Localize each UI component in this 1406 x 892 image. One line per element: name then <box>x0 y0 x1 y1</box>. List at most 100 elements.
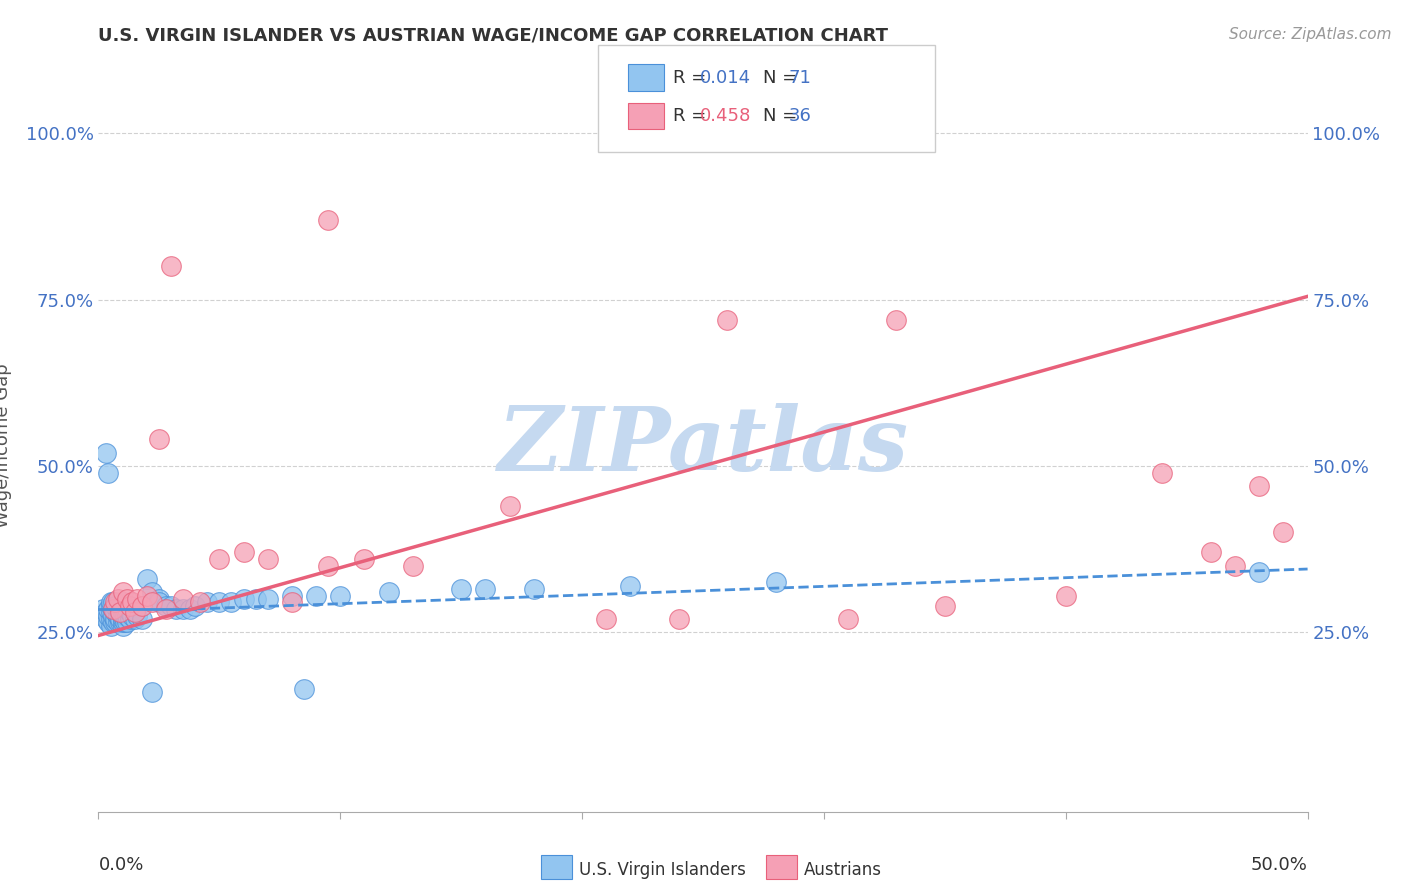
Point <box>172 602 194 616</box>
Point <box>127 608 149 623</box>
Point <box>256 591 278 606</box>
Text: R =: R = <box>673 107 713 125</box>
Point <box>141 585 163 599</box>
Point <box>117 608 139 623</box>
Point <box>1054 589 1077 603</box>
Point <box>94 605 117 619</box>
Text: Austrians: Austrians <box>804 861 882 879</box>
Text: 50.0%: 50.0% <box>1251 856 1308 874</box>
Point <box>934 599 956 613</box>
Point <box>111 595 134 609</box>
Point <box>111 618 134 632</box>
Point <box>94 445 117 459</box>
Point <box>172 591 194 606</box>
Point <box>131 612 153 626</box>
Point <box>329 589 352 603</box>
Text: Source: ZipAtlas.com: Source: ZipAtlas.com <box>1229 27 1392 42</box>
Point <box>121 595 143 609</box>
Point <box>765 575 787 590</box>
Point <box>91 602 114 616</box>
Point <box>208 552 231 566</box>
Point <box>1223 558 1246 573</box>
Point <box>195 595 218 609</box>
Point <box>148 591 170 606</box>
Point <box>595 612 617 626</box>
Point <box>523 582 546 596</box>
Point <box>97 602 120 616</box>
Point <box>111 605 134 619</box>
Text: 71: 71 <box>789 69 811 87</box>
Point <box>121 608 143 623</box>
Text: ZIPatlas: ZIPatlas <box>498 403 908 489</box>
Point <box>101 595 124 609</box>
Point <box>716 312 738 326</box>
Point <box>101 602 124 616</box>
Point <box>305 589 328 603</box>
Point <box>1249 479 1271 493</box>
Point <box>124 605 146 619</box>
Point <box>114 608 136 623</box>
Point <box>281 589 304 603</box>
Point <box>100 595 122 609</box>
Y-axis label: Wage/Income Gap: Wage/Income Gap <box>0 364 11 528</box>
Point <box>114 602 136 616</box>
Point <box>107 608 129 623</box>
Point <box>377 585 399 599</box>
Text: N =: N = <box>763 107 803 125</box>
Point <box>141 595 163 609</box>
Text: 0.0%: 0.0% <box>98 856 143 874</box>
Point <box>498 499 520 513</box>
Point <box>245 591 267 606</box>
Point <box>131 599 153 613</box>
Point <box>118 612 141 626</box>
Point <box>111 608 134 623</box>
Point <box>232 591 254 606</box>
Point <box>402 558 425 573</box>
Point <box>127 591 149 606</box>
Point <box>141 685 163 699</box>
Point <box>450 582 472 596</box>
Point <box>108 615 131 630</box>
Point <box>97 466 120 480</box>
Point <box>107 591 129 606</box>
Point <box>1152 466 1174 480</box>
Point <box>886 312 908 326</box>
Point <box>94 612 117 626</box>
Point <box>100 605 122 619</box>
Text: 36: 36 <box>789 107 811 125</box>
Text: R =: R = <box>673 69 713 87</box>
Point <box>160 260 183 274</box>
Point <box>316 213 339 227</box>
Point <box>104 605 127 619</box>
Point <box>104 612 127 626</box>
Point <box>114 615 136 630</box>
Point <box>155 602 177 616</box>
Point <box>155 599 177 613</box>
Point <box>619 579 641 593</box>
Point <box>111 602 134 616</box>
Point <box>135 589 157 603</box>
Point <box>117 615 139 630</box>
Point <box>208 595 231 609</box>
Point <box>107 615 129 630</box>
Point <box>117 602 139 616</box>
Point <box>316 558 339 573</box>
Point <box>118 599 141 613</box>
Point <box>281 595 304 609</box>
Point <box>104 595 127 609</box>
Point <box>97 608 120 623</box>
Point <box>837 612 859 626</box>
Point <box>188 595 211 609</box>
Point <box>111 585 134 599</box>
Point <box>474 582 496 596</box>
Point <box>668 612 690 626</box>
Text: U.S. Virgin Islanders: U.S. Virgin Islanders <box>579 861 747 879</box>
Point <box>111 599 134 613</box>
Point <box>97 615 120 630</box>
Text: 0.458: 0.458 <box>700 107 752 125</box>
Point <box>1249 566 1271 580</box>
Point <box>111 612 134 626</box>
Point <box>160 599 183 613</box>
Point <box>104 615 127 630</box>
Point <box>292 681 315 696</box>
